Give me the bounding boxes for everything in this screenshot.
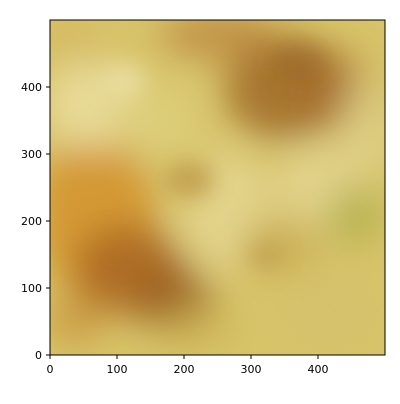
y-tick-label: 100 bbox=[21, 282, 42, 295]
axis-ticks bbox=[46, 86, 319, 359]
x-tick-label: 0 bbox=[47, 363, 54, 376]
x-tick-label: 200 bbox=[174, 363, 195, 376]
plot-frame bbox=[49, 19, 386, 356]
y-tick-label: 400 bbox=[21, 81, 42, 94]
heatmap-image bbox=[50, 20, 385, 355]
y-tick-label: 300 bbox=[21, 148, 42, 161]
x-tick-label: 300 bbox=[241, 363, 262, 376]
heatmap-detail bbox=[103, 40, 328, 270]
y-tick-label: 0 bbox=[35, 349, 42, 362]
y-tick-label: 200 bbox=[21, 215, 42, 228]
axis-tick-labels: 0 100 200 300 400 0 100 200 300 400 bbox=[21, 81, 329, 376]
x-tick-label: 100 bbox=[107, 363, 128, 376]
x-tick-label: 400 bbox=[308, 363, 329, 376]
